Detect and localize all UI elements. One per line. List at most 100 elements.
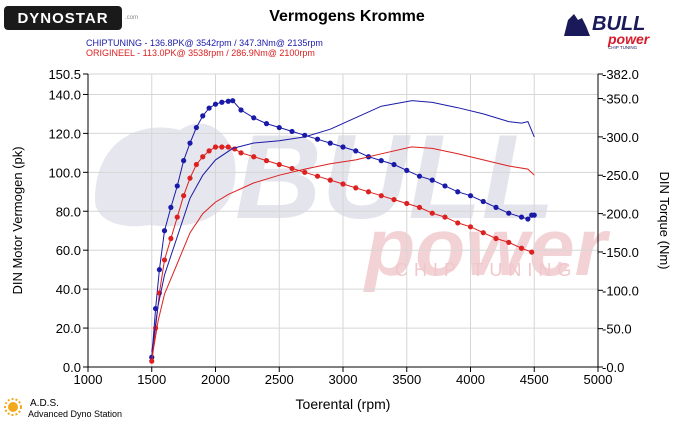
watermark-bull-text: BULL [235,110,555,244]
y-right-tick-label: -350.0 [602,92,639,107]
series-point-1 [467,224,474,230]
x-tick-label: 1000 [74,372,103,387]
y-left-tick-label: 60.0 [56,243,81,258]
series-point-1 [314,173,321,179]
x-axis-label: Toerental (rpm) [296,396,391,412]
x-tick-label: 5000 [584,372,613,387]
ads-subtitle: Advanced Dyno Station [28,409,123,419]
series-point-0 [251,115,257,121]
series-point-1 [404,200,410,207]
watermark-tagline: CHIP TUNING [395,260,577,280]
series-point-0 [193,124,199,131]
series-point-1 [327,177,333,183]
series-point-1 [442,214,448,220]
logo-tagline: CHIP TUNING [608,45,638,50]
chart-axes: 1000 1500 2000 2500 3000 3500 4000 4500 5000 0.0 2… [10,67,672,412]
y-right-tick-label: -382.0 [602,67,639,82]
chart-title: Vermogens Kromme [269,8,425,25]
series-point-0 [429,177,435,183]
bull-power-logo: BULL power CHIP TUNING [564,13,651,50]
series-point-0 [206,105,212,111]
watermark-bull-icon [95,123,236,227]
series-point-1 [200,154,206,160]
series-point-1 [168,235,174,242]
ads-title: A.D.S. [30,398,59,409]
x-tick-label: 2500 [265,372,294,387]
series-point-1 [161,257,168,263]
series-point-1 [187,175,193,181]
y-left-tick-label: 140.0 [48,87,81,102]
y-left-tick-label: 150.5 [48,67,81,82]
y-right-axis-label: DIN Torque (Nm) [657,171,672,269]
y-left-tick-label: 80.0 [56,204,81,219]
series-point-1 [174,214,180,220]
y-left-tick-label: 100.0 [48,165,81,180]
series-point-0 [506,210,512,216]
series-point-1 [529,249,535,255]
series-point-0 [238,107,244,113]
series-point-1 [212,144,219,150]
series-point-0 [276,124,282,131]
dynostar-logo: DYNOSTAR [4,6,122,30]
series-point-0 [455,189,461,195]
series-point-0 [187,140,193,146]
bull-icon [564,14,590,36]
series-point-0 [353,148,359,154]
series-point-0 [416,173,423,179]
logo-word-power: power [607,31,651,47]
y-right-tick-label: -50.0 [602,322,632,337]
series-point-0 [230,98,236,104]
series-point-0 [467,193,474,199]
ads-footer: A.D.S. Advanced Dyno Station [4,398,122,419]
y-left-tick-label: 40.0 [56,282,81,297]
series-point-1 [455,220,461,226]
series-point-0 [327,140,333,146]
series-point-1 [493,235,499,242]
y-right-tick-label: -100.0 [602,283,639,298]
y-right-tick-label: -300.0 [602,130,639,145]
series-point-0 [200,113,206,119]
watermark-power-text: power [363,202,611,293]
series-point-1 [149,358,155,364]
y-right-tick-label: -0.0 [602,360,624,375]
sun-gear-icon [4,398,22,416]
series-line-2 [151,100,535,352]
chart-legend: CHIPTUNING - 136.8PK@ 3542rpm / 347.3Nm@… [86,38,323,58]
series-point-0 [168,204,174,210]
series-point-0 [480,198,486,205]
series-point-0 [181,158,187,164]
series-point-0 [225,98,231,104]
series-point-0 [314,136,321,142]
series-point-0 [518,214,525,220]
x-tick-label: 4500 [520,372,549,387]
series-point-0 [531,212,537,218]
dynostar-logo-suffix: .com [125,15,139,21]
series-point-0 [493,204,499,210]
series-point-1 [302,169,308,175]
series-point-0 [219,99,225,105]
legend-chiptuning: CHIPTUNING - 136.8PK@ 3542rpm / 347.3Nm@… [86,38,323,48]
x-tick-label: 3000 [329,372,358,387]
series-point-1 [506,239,512,246]
series-point-1 [219,144,225,150]
series-point-1 [276,161,282,168]
x-tick-label: 2000 [201,372,230,387]
series-point-0 [340,144,346,150]
series-point-0 [289,128,295,135]
series-point-1 [251,154,257,160]
series-point-1 [378,193,384,199]
series-point-0 [161,228,168,234]
series-point-1 [225,144,231,150]
x-tick-label: 1500 [137,372,166,387]
series-point-0 [442,183,448,189]
series-point-0 [152,305,159,312]
chart-series [149,98,537,364]
series-point-1 [365,189,372,195]
series-point-1 [429,210,435,216]
series-point-1 [416,204,423,210]
series-point-1 [353,185,359,191]
y-right-tick-label: -250.0 [602,168,639,183]
series-point-0 [525,216,531,222]
